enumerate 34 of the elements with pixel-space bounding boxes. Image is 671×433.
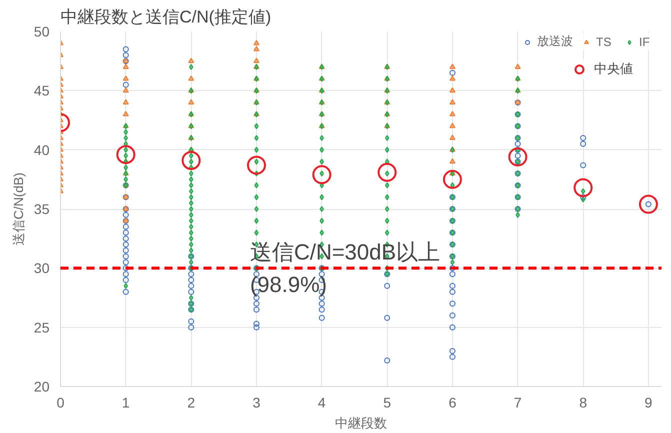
x-tick-label: 9	[644, 394, 653, 410]
x-tick-label: 6	[448, 394, 457, 410]
point	[116, 145, 136, 164]
x-tick-label: 5	[383, 394, 392, 410]
point	[312, 165, 332, 184]
x-tick-label: 0	[56, 394, 65, 410]
y-tick-label: 20	[34, 378, 50, 394]
point	[246, 156, 266, 175]
legend-label: 中央値	[594, 60, 633, 78]
y-axis-title: 送信C/N(dB)	[10, 172, 26, 246]
ref-line-label: 送信C/N=30dB以上 (98.9%)	[250, 239, 440, 297]
point	[378, 162, 397, 182]
x-tick-label: 3	[252, 394, 261, 410]
y-tick-label: 35	[34, 201, 50, 217]
x-tick-label: 2	[187, 394, 196, 410]
x-axis-title: 中継段数	[335, 416, 387, 430]
legend-label: TS	[596, 34, 612, 48]
chart-title: 中継段数と送信C/N(推定値)	[60, 8, 272, 26]
y-tick-label: 30	[34, 260, 50, 276]
legend-label: 放送波	[537, 33, 573, 50]
y-tick-label: 45	[34, 82, 50, 99]
y-tick-label: 40	[34, 142, 50, 158]
x-tick-label: 8	[579, 394, 588, 410]
legend-label: IF	[639, 34, 651, 48]
point	[442, 170, 462, 189]
point	[638, 194, 658, 214]
x-tick-label: 7	[514, 394, 522, 410]
point	[574, 178, 593, 198]
point	[508, 147, 528, 166]
point	[182, 151, 201, 170]
x-tick-label: 4	[318, 394, 326, 410]
y-tick-label: 50	[34, 24, 50, 40]
y-tick-label: 25	[34, 319, 50, 336]
x-tick-label: 1	[122, 394, 130, 410]
